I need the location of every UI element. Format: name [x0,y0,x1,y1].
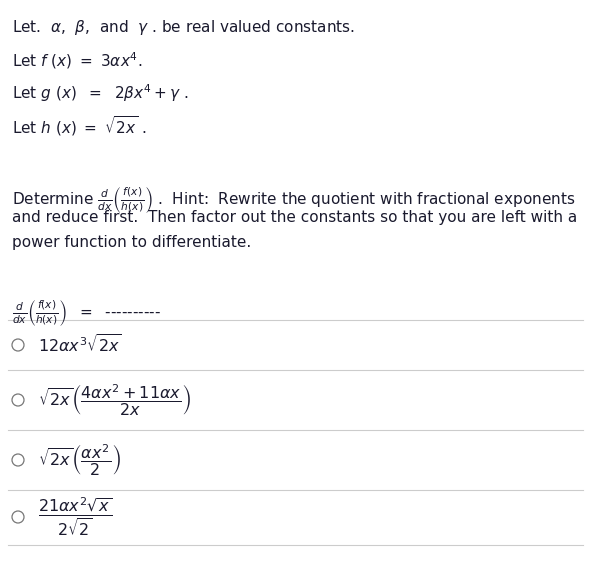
Text: power function to differentiate.: power function to differentiate. [12,235,251,250]
Text: $\dfrac{21\alpha x^2\sqrt{x}}{2\sqrt{2}}$: $\dfrac{21\alpha x^2\sqrt{x}}{2\sqrt{2}}… [38,495,112,538]
Text: Determine $\frac{d}{dx}\left(\frac{f(x)}{h(x)}\right)$ .  Hint:  Rewrite the quo: Determine $\frac{d}{dx}\left(\frac{f(x)}… [12,185,575,215]
Text: Let $g$ $(x)$  $=$  $2\beta x^4 + \gamma$ .: Let $g$ $(x)$ $=$ $2\beta x^4 + \gamma$ … [12,82,189,104]
Text: $\sqrt{2x}\left(\dfrac{4\alpha x^2+11\alpha x}{2x}\right)$: $\sqrt{2x}\left(\dfrac{4\alpha x^2+11\al… [38,382,191,418]
Text: $\sqrt{2x}\left(\dfrac{\alpha x^2}{2}\right)$: $\sqrt{2x}\left(\dfrac{\alpha x^2}{2}\ri… [38,442,121,478]
Text: and reduce first.  Then factor out the constants so that you are left with a: and reduce first. Then factor out the co… [12,210,577,225]
Text: Let $h$ $(x)$ $=$ $\sqrt{2x}$ .: Let $h$ $(x)$ $=$ $\sqrt{2x}$ . [12,114,147,138]
Text: Let.  $\alpha$,  $\beta$,  and  $\gamma$ . be real valued constants.: Let. $\alpha$, $\beta$, and $\gamma$ . b… [12,18,355,37]
Text: Let $f$ $(x)$ $=$ $3\alpha x^4$.: Let $f$ $(x)$ $=$ $3\alpha x^4$. [12,50,142,70]
Text: $\frac{d}{dx}\left(\frac{f(x)}{h(x)}\right)$  $=$  ----------: $\frac{d}{dx}\left(\frac{f(x)}{h(x)}\rig… [12,298,161,328]
Text: $12\alpha x^3\sqrt{2x}$: $12\alpha x^3\sqrt{2x}$ [38,334,122,356]
